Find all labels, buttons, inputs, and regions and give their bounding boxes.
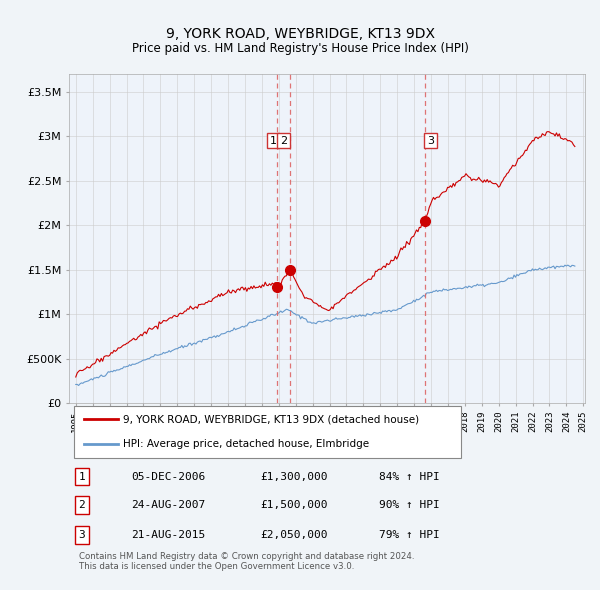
Text: 9, YORK ROAD, WEYBRIDGE, KT13 9DX: 9, YORK ROAD, WEYBRIDGE, KT13 9DX — [166, 27, 434, 41]
Text: HPI: Average price, detached house, Elmbridge: HPI: Average price, detached house, Elmb… — [123, 440, 370, 450]
Text: 3: 3 — [427, 136, 434, 146]
Text: 84% ↑ HPI: 84% ↑ HPI — [379, 471, 439, 481]
Text: 2: 2 — [280, 136, 287, 146]
Text: 05-DEC-2006: 05-DEC-2006 — [131, 471, 205, 481]
FancyBboxPatch shape — [74, 405, 461, 458]
Text: 9, YORK ROAD, WEYBRIDGE, KT13 9DX (detached house): 9, YORK ROAD, WEYBRIDGE, KT13 9DX (detac… — [123, 414, 419, 424]
Text: 21-AUG-2015: 21-AUG-2015 — [131, 530, 205, 540]
Text: £1,500,000: £1,500,000 — [260, 500, 328, 510]
Text: 1: 1 — [269, 136, 277, 146]
Text: 1: 1 — [79, 471, 85, 481]
Text: 2: 2 — [79, 500, 85, 510]
Text: 79% ↑ HPI: 79% ↑ HPI — [379, 530, 439, 540]
Text: Contains HM Land Registry data © Crown copyright and database right 2024.
This d: Contains HM Land Registry data © Crown c… — [79, 552, 415, 571]
Text: £2,050,000: £2,050,000 — [260, 530, 328, 540]
Text: 90% ↑ HPI: 90% ↑ HPI — [379, 500, 439, 510]
Text: Price paid vs. HM Land Registry's House Price Index (HPI): Price paid vs. HM Land Registry's House … — [131, 42, 469, 55]
Text: 24-AUG-2007: 24-AUG-2007 — [131, 500, 205, 510]
Text: 3: 3 — [79, 530, 85, 540]
Text: £1,300,000: £1,300,000 — [260, 471, 328, 481]
